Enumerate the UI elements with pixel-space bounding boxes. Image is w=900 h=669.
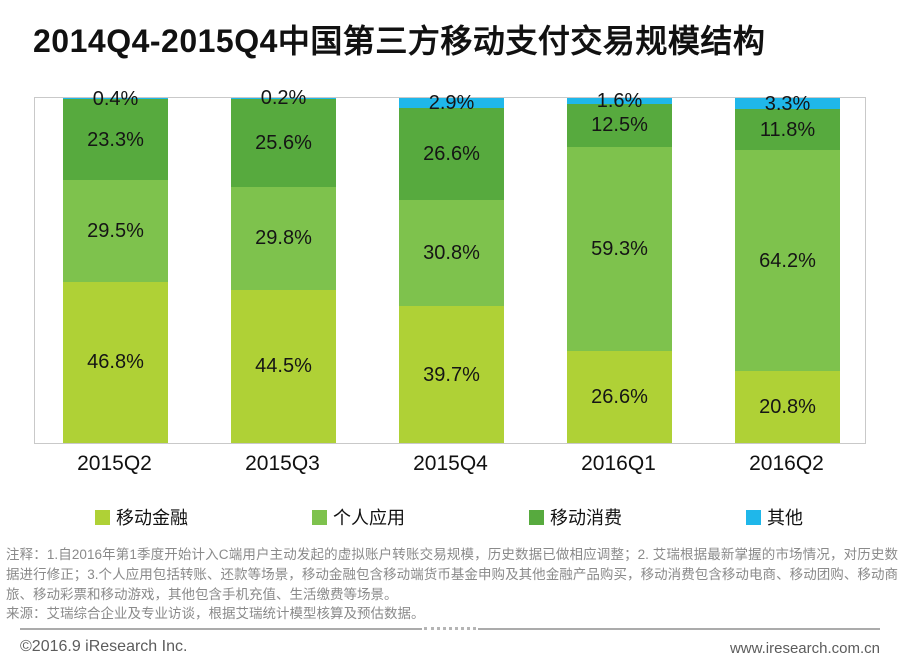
legend-swatch-icon [746, 509, 761, 525]
page-title: 2014Q4-2015Q4中国第三方移动支付交易规模结构 [33, 23, 766, 59]
bar-segment-其他: 0.2% [231, 87, 336, 109]
segment-value-label: 25.6% [255, 131, 312, 154]
bar-segment-其他: 3.3% [735, 93, 840, 115]
segment-value-label: 59.3% [591, 237, 648, 260]
legend-label: 个人应用 [333, 508, 405, 528]
bar-segment-移动金融: 26.6% [567, 351, 672, 443]
x-axis-label-2015Q4: 2015Q4 [413, 452, 488, 475]
segment-value-label: 1.6% [596, 89, 643, 112]
segment-value-label: 30.8% [423, 241, 480, 264]
legend-item-移动金融: 移动金融 [95, 504, 312, 530]
x-axis-label-2015Q2: 2015Q2 [77, 452, 152, 475]
segment-value-label: 29.5% [87, 219, 144, 242]
legend-label: 移动金融 [116, 508, 188, 528]
bar-segment-个人应用: 29.8% [231, 186, 336, 290]
chart-plot-area: 46.8% 29.5% 23.3% 0.4% 44.5% 29.8% 25.6% 0.2% 39… [34, 87, 866, 444]
chart-annotation: 注释：1.自2016年第1季度开始计入C端用户主动发起的虚拟账户转账交易规模，历… [6, 547, 898, 602]
segment-value-label: 46.8% [87, 351, 144, 374]
divider-segment [478, 627, 880, 630]
segment-value-label: 0.4% [92, 87, 139, 110]
website-link[interactable]: www.iresearch.com.cn [729, 640, 880, 657]
bar-segment-移动消费: 23.3% [63, 99, 168, 180]
bar-segment-移动消费: 12.5% [567, 103, 672, 147]
bar-segment-移动消费: 25.6% [231, 98, 336, 187]
bar-segment-个人应用: 64.2% [735, 150, 840, 372]
segment-value-label: 64.2% [759, 249, 816, 272]
legend-swatch-icon [529, 509, 544, 525]
segment-value-label: 20.8% [759, 396, 816, 419]
legend-swatch-icon [312, 509, 327, 525]
segment-value-label: 23.3% [87, 128, 144, 151]
stacked-bar-2016Q1: 26.6% 59.3% 12.5% 1.6% [567, 90, 672, 443]
x-axis-label-2016Q1: 2016Q1 [581, 452, 656, 475]
bar-segment-移动消费: 26.6% [399, 108, 504, 200]
divider-segment [20, 627, 422, 630]
segment-value-label: 2.9% [428, 92, 475, 115]
x-axis-label-2016Q2: 2016Q2 [749, 452, 824, 475]
chart-legend: 移动金融 个人应用 移动消费 其他 [95, 504, 835, 530]
chart-source: 来源：艾瑞综合企业及专业访谈，根据艾瑞统计模型核算及预估数据。 [6, 606, 425, 621]
bar-segment-移动金融: 44.5% [231, 289, 336, 443]
legend-swatch-icon [95, 509, 110, 525]
x-axis-label-2015Q3: 2015Q3 [245, 452, 320, 475]
bar-segment-个人应用: 29.5% [63, 179, 168, 282]
legend-label: 移动消费 [550, 508, 622, 528]
divider-dots [424, 627, 476, 630]
bar-segment-移动金融: 39.7% [399, 306, 504, 443]
bar-segment-移动金融: 46.8% [63, 281, 168, 443]
bar-segment-个人应用: 59.3% [567, 146, 672, 352]
bar-segment-其他: 1.6% [567, 90, 672, 112]
stacked-bar-2015Q2: 46.8% 29.5% 23.3% 0.4% [63, 88, 168, 443]
copyright-text: ©2016.9 iResearch Inc. [20, 638, 188, 655]
segment-value-label: 12.5% [591, 114, 648, 137]
segment-value-label: 26.6% [591, 386, 648, 409]
segment-value-label: 0.2% [260, 87, 307, 110]
segment-value-label: 44.5% [255, 355, 312, 378]
bar-segment-移动金融: 20.8% [735, 371, 840, 443]
bar-segment-其他: 0.4% [63, 88, 168, 110]
bar-segment-移动消费: 11.8% [735, 109, 840, 151]
segment-value-label: 11.8% [759, 118, 816, 141]
legend-item-移动消费: 移动消费 [529, 504, 746, 530]
legend-item-其他: 其他 [746, 504, 803, 530]
segment-value-label: 3.3% [764, 92, 811, 115]
legend-item-个人应用: 个人应用 [312, 504, 529, 530]
bar-segment-个人应用: 30.8% [399, 199, 504, 307]
stacked-bar-2016Q2: 20.8% 64.2% 11.8% 3.3% [735, 93, 840, 443]
stacked-bar-2015Q3: 44.5% 29.8% 25.6% 0.2% [231, 87, 336, 443]
legend-label: 其他 [767, 508, 803, 528]
footer-divider [20, 627, 880, 630]
segment-value-label: 26.6% [423, 142, 480, 165]
segment-value-label: 39.7% [423, 363, 480, 386]
bar-segment-其他: 2.9% [399, 92, 504, 114]
stacked-bar-2015Q4: 39.7% 30.8% 26.6% 2.9% [399, 92, 504, 443]
segment-value-label: 29.8% [255, 227, 312, 250]
x-axis: 2015Q2 2015Q3 2015Q4 2016Q1 2016Q2 [34, 452, 866, 482]
